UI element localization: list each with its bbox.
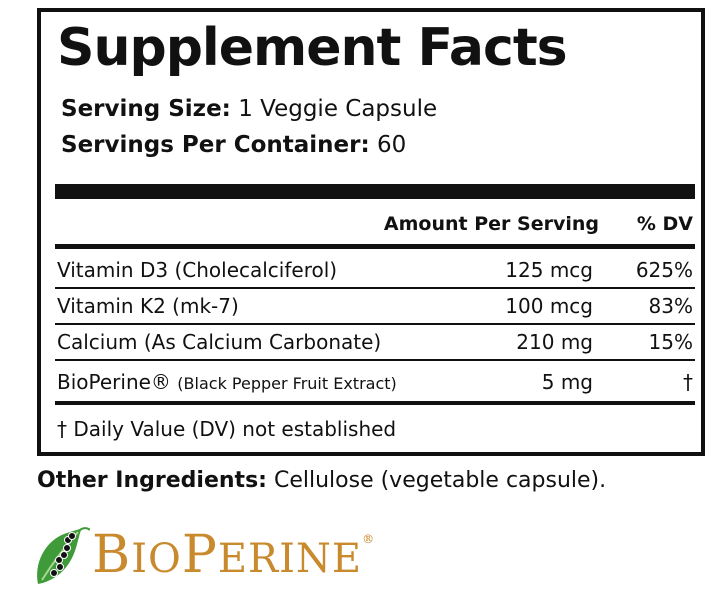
pepper-leaf-icon xyxy=(37,527,91,584)
nutrient-dv: 15% xyxy=(648,330,693,354)
other-ingredients: Other Ingredients: Cellulose (vegetable … xyxy=(37,466,606,496)
nutrient-name: Vitamin K2 (mk-7) xyxy=(57,294,239,318)
nutrient-dv: † xyxy=(683,370,693,394)
nutrient-name: Vitamin D3 (Cholecalciferol) xyxy=(57,258,338,282)
serving-size-value: 1 Veggie Capsule xyxy=(238,96,438,122)
logo-wordmark: BIOPERINE® xyxy=(92,525,376,585)
serving-size-label: Serving Size: xyxy=(61,96,231,122)
table-row: BioPerine® (Black Pepper Fruit Extract) … xyxy=(55,363,695,405)
nutrient-name: Calcium (As Calcium Carbonate) xyxy=(57,330,382,354)
nutrient-amount: 5 mg xyxy=(541,370,593,394)
nutrient-name-detail: (Black Pepper Fruit Extract) xyxy=(177,374,397,393)
header-amount: Amount Per Serving xyxy=(383,213,599,235)
nutrient-name-main: BioPerine® xyxy=(57,370,171,394)
serving-size: Serving Size: 1 Veggie Capsule xyxy=(61,94,437,124)
footnote: † Daily Value (DV) not established xyxy=(57,417,397,441)
divider-medium xyxy=(55,244,695,249)
other-ingredients-value: Cellulose (vegetable capsule). xyxy=(273,468,607,493)
nutrient-name: BioPerine® (Black Pepper Fruit Extract) xyxy=(57,363,397,403)
nutrient-dv: 83% xyxy=(648,294,693,318)
panel-title: Supplement Facts xyxy=(57,18,568,78)
nutrient-amount: 125 mcg xyxy=(505,258,593,282)
nutrient-amount: 210 mg xyxy=(516,330,593,354)
servings-per-container: Servings Per Container: 60 xyxy=(61,130,406,160)
other-ingredients-label: Other Ingredients: xyxy=(37,468,267,493)
header-dv: % DV xyxy=(636,213,693,235)
divider-thick xyxy=(55,184,695,199)
table-row: Vitamin D3 (Cholecalciferol) 125 mcg 625… xyxy=(55,253,695,289)
nutrient-dv: 625% xyxy=(635,258,693,282)
nutrient-amount: 100 mcg xyxy=(505,294,593,318)
servings-per-container-label: Servings Per Container: xyxy=(61,132,370,158)
supplement-facts-panel: Supplement Facts Serving Size: 1 Veggie … xyxy=(37,8,705,456)
bioperine-logo: BIOPERINE® xyxy=(34,524,374,586)
table-row: Calcium (As Calcium Carbonate) 210 mg 15… xyxy=(55,325,695,361)
table-row: Vitamin K2 (mk-7) 100 mcg 83% xyxy=(55,289,695,325)
servings-per-container-value: 60 xyxy=(377,132,407,158)
